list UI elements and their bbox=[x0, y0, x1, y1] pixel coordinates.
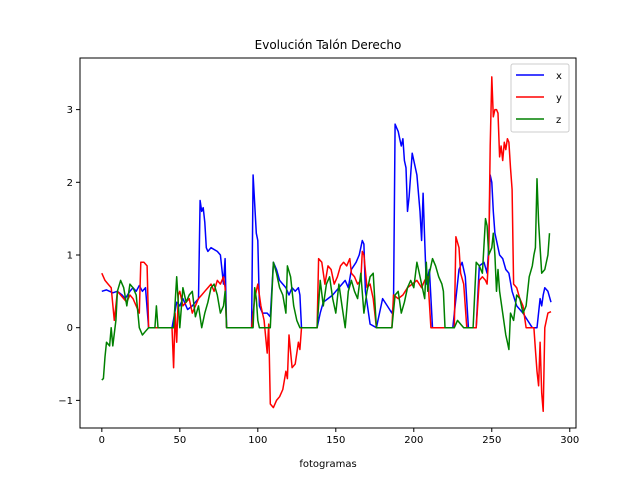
legend-label-x: x bbox=[556, 71, 562, 82]
legend-label-z: z bbox=[556, 115, 561, 126]
x-axis-label: fotogramas bbox=[299, 459, 356, 470]
chart-title: Evolución Talón Derecho bbox=[255, 38, 402, 52]
y-tick-label: 2 bbox=[67, 178, 73, 189]
y-tick-label: 3 bbox=[67, 105, 73, 116]
x-tick-label: 100 bbox=[248, 435, 267, 446]
series-line-y bbox=[101, 76, 552, 413]
x-tick-label: 150 bbox=[326, 435, 345, 446]
x-tick-label: 300 bbox=[560, 435, 579, 446]
series-line-z bbox=[101, 177, 551, 381]
x-tick-label: 50 bbox=[173, 435, 186, 446]
legend-box bbox=[510, 63, 570, 133]
x-tick-label: 250 bbox=[482, 435, 501, 446]
legend-label-y: y bbox=[556, 93, 562, 104]
plot-frame bbox=[79, 57, 577, 429]
x-tick-label: 200 bbox=[404, 435, 423, 446]
y-tick-label: −1 bbox=[58, 396, 73, 407]
y-tick-label: 0 bbox=[67, 323, 73, 334]
x-axis: 0 50 100 150 200 250 300 bbox=[99, 428, 579, 446]
y-axis: −1 0 1 2 3 bbox=[58, 105, 80, 407]
y-tick-label: 1 bbox=[67, 250, 73, 261]
legend: xyz bbox=[510, 63, 570, 133]
x-tick-label: 0 bbox=[99, 435, 105, 446]
plot-area bbox=[101, 76, 552, 413]
